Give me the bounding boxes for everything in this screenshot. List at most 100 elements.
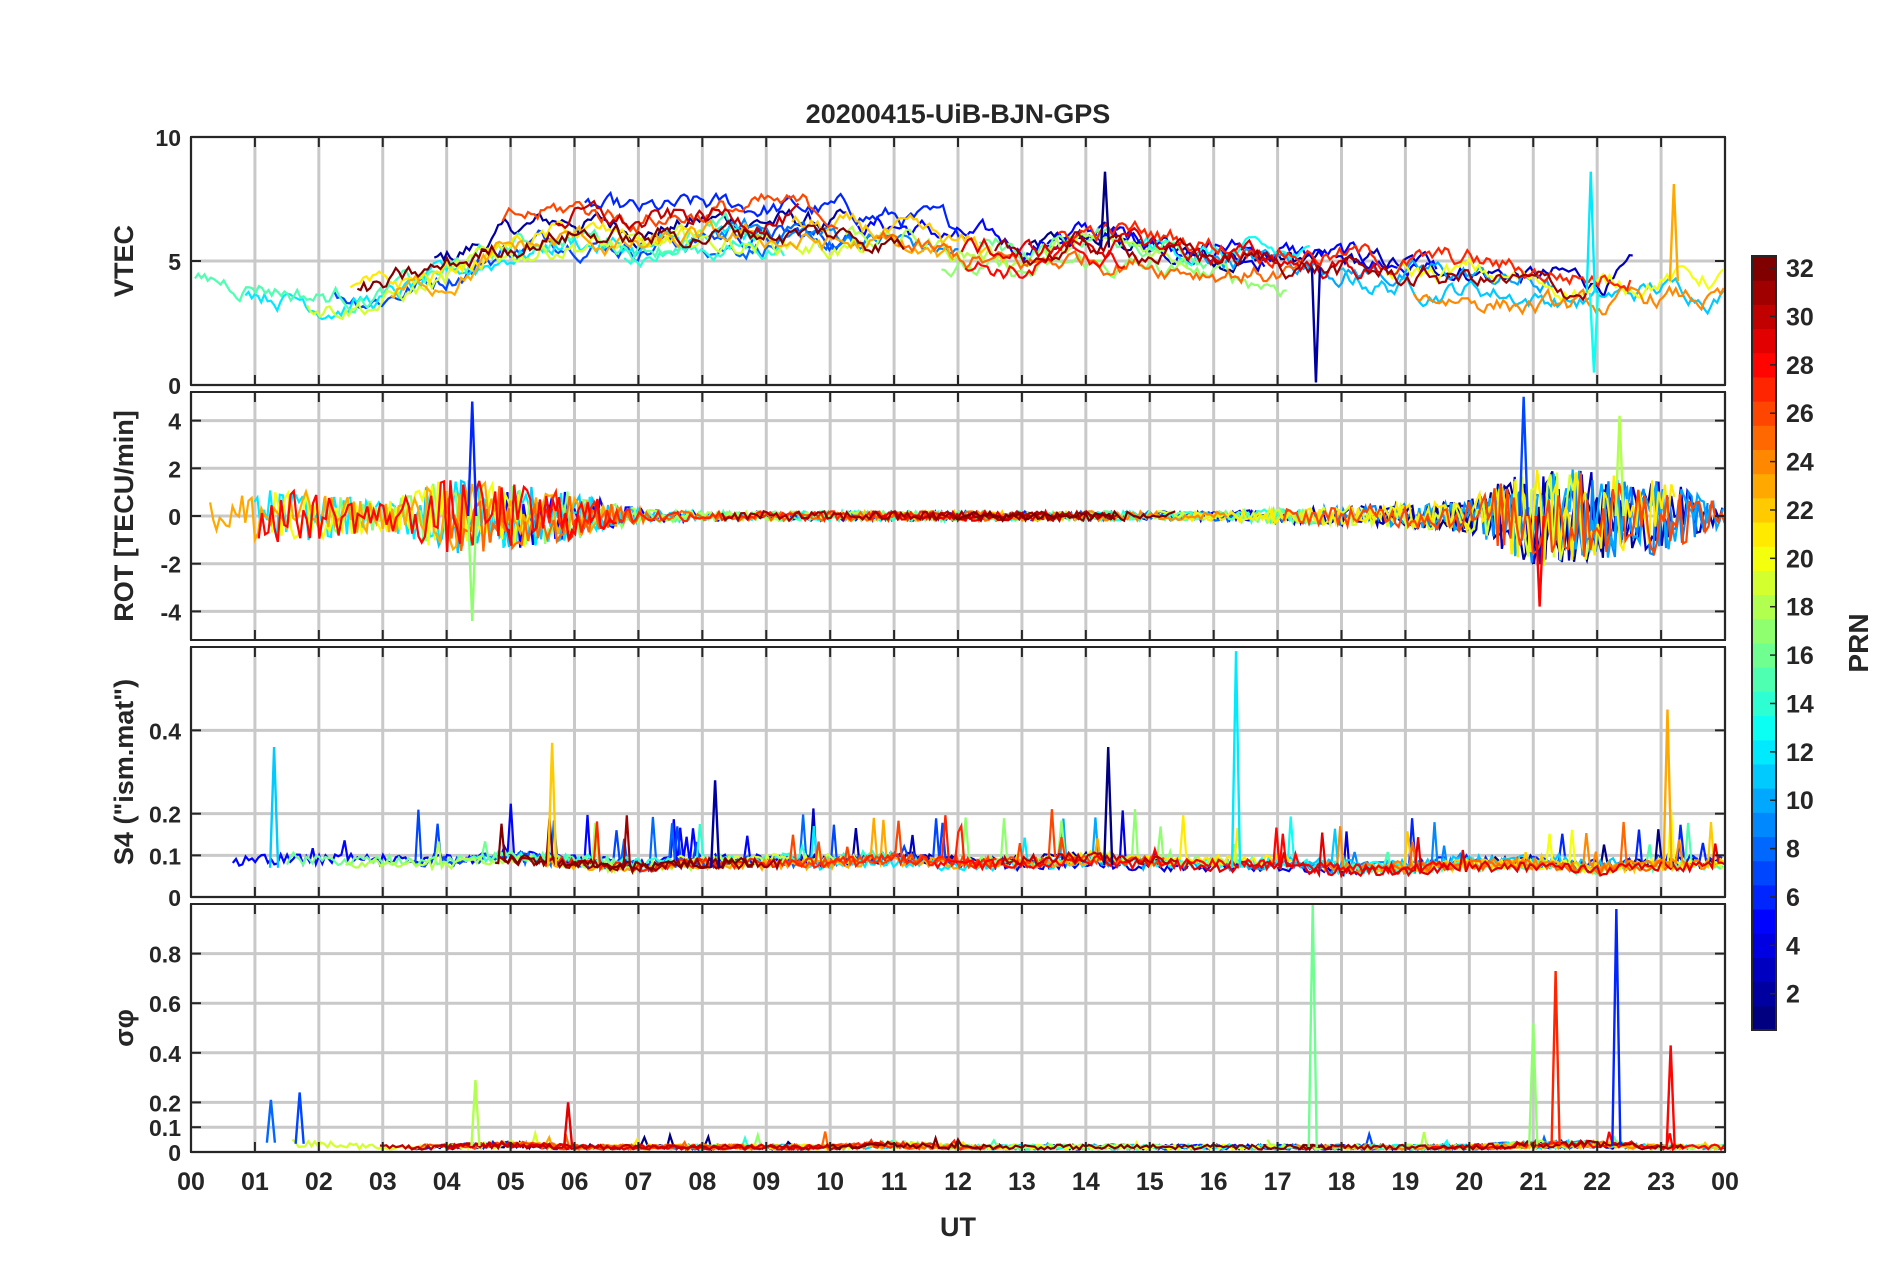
peak-event-mark (470, 1080, 481, 1146)
prn-series-line (1000, 850, 1178, 867)
y-tick-label: 0 (168, 373, 181, 399)
peak-event-mark (1668, 184, 1680, 282)
y-tick-label: 0.4 (149, 718, 181, 744)
prn-series-line (1183, 832, 1725, 879)
colorbar-label: PRN (1843, 613, 1874, 672)
y-tick-label: 0.1 (149, 1115, 181, 1141)
colorbar-band (1752, 1005, 1776, 1031)
prn-series-line (379, 1139, 883, 1152)
y-tick-label: 0.4 (149, 1041, 181, 1067)
prn-series-line (953, 509, 1176, 523)
colorbar-tick-label: 20 (1786, 545, 1814, 573)
peak-event-mark (1665, 1045, 1676, 1148)
peak-event-mark (546, 742, 558, 867)
y-axis-label: S4 ("ism.mat") (109, 679, 139, 865)
x-tick-label: 11 (881, 1168, 908, 1196)
peak-event-mark (1230, 651, 1242, 868)
y-tick-label: 0.8 (149, 942, 181, 968)
y-tick-label: 0.6 (149, 991, 181, 1017)
peak-event-mark (467, 401, 478, 517)
y-tick-label: 0 (168, 504, 181, 530)
peak-event-mark (1099, 171, 1111, 248)
x-tick-label: 14 (1072, 1168, 1100, 1196)
series-group (231, 651, 1725, 879)
series-group (209, 396, 1725, 621)
x-tick-label: 03 (369, 1168, 397, 1196)
x-tick-label: 21 (1519, 1168, 1547, 1196)
colorbar-frame (1751, 255, 1777, 1031)
colorbar-band (1752, 618, 1776, 644)
prn-series-line (554, 199, 800, 236)
x-tick-label: 01 (241, 1168, 269, 1196)
prn-series-line (960, 226, 1381, 280)
x-tick-label: 00 (1711, 1168, 1739, 1196)
peak-event-mark (1307, 904, 1318, 1148)
peak-event-mark (1611, 908, 1622, 1146)
colorbar-tick-label: 24 (1786, 449, 1814, 477)
peak-event-mark (294, 1092, 305, 1144)
x-tick-label: 16 (1200, 1168, 1228, 1196)
peak-event-mark (709, 780, 721, 868)
x-tick-label: 18 (1328, 1168, 1356, 1196)
y-axis-label: ROT [TECU/min] (109, 410, 139, 621)
prn-series-line (1197, 247, 1554, 295)
peak-event-mark (1588, 292, 1600, 373)
x-tick-label: 02 (305, 1168, 333, 1196)
y-tick-label: -2 (161, 552, 181, 578)
x-tick-label: 08 (688, 1168, 716, 1196)
y-tick-label: 4 (168, 409, 181, 435)
colorbar-tick-label: 10 (1786, 787, 1814, 815)
y-tick-label: 0.2 (149, 802, 181, 828)
y-axis-label: σφ (109, 1009, 139, 1047)
colorbar-tick-label: 12 (1786, 739, 1814, 767)
y-tick-label: 2 (168, 456, 181, 482)
panel-1: 0 5 10 VTEC (109, 125, 1727, 399)
prn-series-line (623, 239, 786, 269)
colorbar-band (1752, 667, 1776, 692)
colorbar-band (1752, 570, 1776, 596)
prn-series-line (844, 225, 1189, 273)
peak-event-mark (467, 515, 478, 621)
peak-event-mark (562, 1102, 574, 1147)
peak-event-mark (1662, 709, 1673, 868)
panel-2: -4 -2 0 2 4 ROT [TECU/min] (109, 391, 1727, 641)
x-tick-label: 04 (433, 1168, 461, 1196)
y-tick-label: 5 (168, 249, 181, 275)
prn-series-line (1282, 472, 1725, 557)
prn-series-line (829, 1134, 1332, 1152)
peak-event-mark (268, 746, 280, 868)
peak-event-mark (1528, 1022, 1539, 1145)
y-tick-label: 0.2 (149, 1090, 181, 1116)
prn-series-line (1412, 284, 1725, 316)
prn-series-line (964, 240, 1126, 280)
prn-series-line (270, 479, 536, 547)
x-tick-label: 09 (752, 1168, 780, 1196)
colorbar-tick-label: 32 (1786, 255, 1814, 283)
x-tick-label: 06 (561, 1168, 589, 1196)
colorbar-band (1752, 909, 1776, 934)
peak-event-mark (1550, 970, 1561, 1145)
y-tick-label: 0 (168, 1140, 181, 1166)
colorbar-band (1752, 522, 1776, 547)
colorbar-tick-label: 4 (1786, 932, 1800, 960)
prn-series-line (306, 223, 871, 321)
x-tick-label: 17 (1264, 1168, 1292, 1196)
y-axis-label: VTEC (109, 225, 139, 297)
colorbar-band (1752, 328, 1776, 354)
x-tick-label: 07 (625, 1168, 653, 1196)
y-tick-label: 10 (155, 125, 181, 151)
colorbar-tick-label: 30 (1786, 303, 1814, 331)
chart-title: 20200415-UiB-BJN-GPS (806, 99, 1111, 129)
y-tick-label: 0 (168, 885, 181, 911)
prn-series-line (390, 218, 955, 300)
x-tick-label: 05 (497, 1168, 525, 1196)
colorbar-tick-label: 6 (1786, 884, 1800, 912)
x-axis-label: UT (940, 1212, 976, 1242)
colorbar-band (1752, 280, 1776, 305)
colorbar-tick-label: 28 (1786, 352, 1814, 380)
x-tick-label: 19 (1392, 1168, 1420, 1196)
colorbar-band (1752, 812, 1776, 837)
colorbar-tick-label: 16 (1786, 642, 1814, 670)
colorbar-tick-label: 22 (1786, 497, 1814, 525)
